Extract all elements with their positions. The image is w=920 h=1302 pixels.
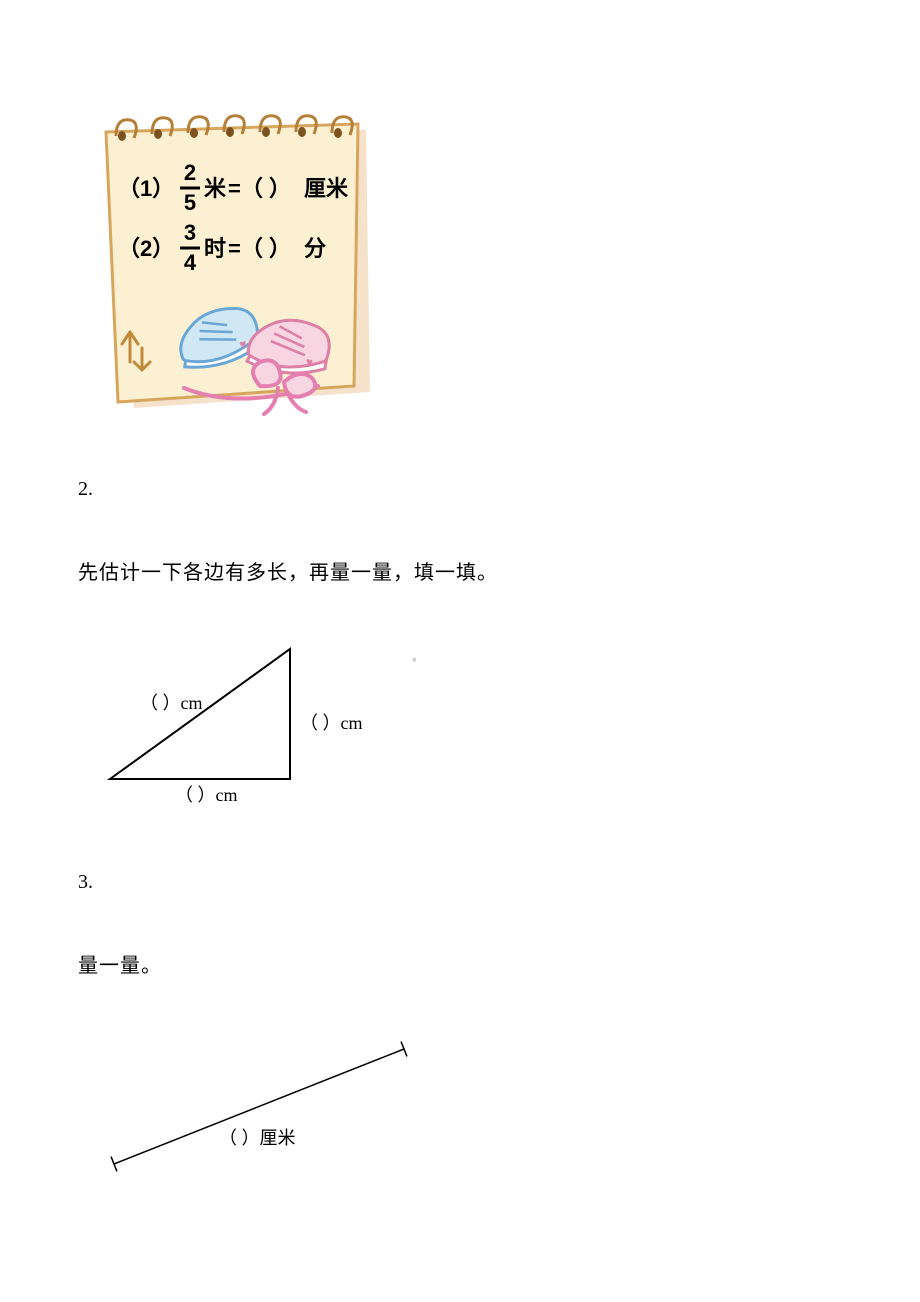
line1-unit2: 厘米 xyxy=(304,176,349,201)
line1-unit: 米 xyxy=(204,176,227,201)
notepad-figure: （1） 2 5 米 =（ ） 厘米 （2） 3 4 时 =（ ） 分 xyxy=(88,110,380,420)
q3-text: 量一量。 xyxy=(78,949,162,978)
q2-number: 2. xyxy=(78,478,93,501)
line2-eq: =（ ） xyxy=(228,236,291,261)
line2-unit2: 分 xyxy=(304,236,326,261)
line1-eq: =（ ） xyxy=(228,176,291,201)
line1-den: 5 xyxy=(184,190,196,215)
line-figure: （ ）厘米 xyxy=(104,1034,414,1184)
q2-text: 先估计一下各边有多长，再量一量，填一填。 xyxy=(78,556,498,585)
line2-prefix: （2） xyxy=(118,236,174,261)
line2-unit: 时 xyxy=(204,236,226,261)
svg-text:（ ）cm: （ ）cm xyxy=(300,713,363,733)
line-svg: （ ）厘米 xyxy=(104,1034,414,1184)
line2-den: 4 xyxy=(184,250,197,275)
svg-text:（ ）cm: （ ）cm xyxy=(175,785,238,805)
svg-text:（ ）厘米: （ ）厘米 xyxy=(219,1128,296,1148)
line1-prefix: （1） xyxy=(118,176,174,201)
line1-num: 2 xyxy=(184,160,196,185)
line2-num: 3 xyxy=(184,220,196,245)
triangle-svg: （ ）cm （ ）cm （ ）cm xyxy=(80,629,390,829)
svg-text:（ ）cm: （ ）cm xyxy=(140,693,203,713)
q3-number: 3. xyxy=(78,871,93,894)
page-dot-mark: ▪ xyxy=(412,653,417,669)
triangle-figure: （ ）cm （ ）cm （ ）cm xyxy=(80,629,390,829)
notepad-svg: （1） 2 5 米 =（ ） 厘米 （2） 3 4 时 =（ ） 分 xyxy=(88,110,380,420)
